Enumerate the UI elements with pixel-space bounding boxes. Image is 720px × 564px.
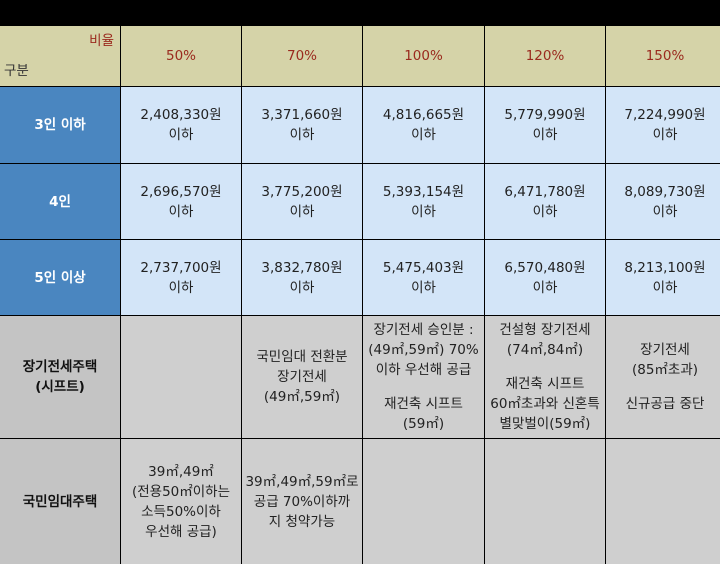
cell-line: 장기전세 [277, 369, 327, 385]
column-header-70: 70% [242, 26, 362, 86]
cell-line: 39㎡,49㎡,59㎡로 [245, 473, 359, 490]
cell-line: 별맞벌이(59㎡) [499, 416, 591, 432]
row-header-public: 국민임대주택 [0, 439, 120, 564]
cell-suffix: 이하 [532, 203, 558, 220]
cell-amount: 6,471,780원 [504, 183, 586, 200]
table-cell-empty [485, 439, 605, 564]
cell-suffix: 이하 [168, 279, 194, 296]
table-cell: 39㎡,49㎡,59㎡로 공급 70%이하까 지 청약가능 [242, 439, 362, 564]
corner-header: 비율 구분 [0, 26, 120, 86]
category-label: 구분 [4, 63, 29, 79]
cell-line: 39㎡,49㎡ [148, 463, 214, 480]
cell-suffix: 이하 [532, 279, 558, 296]
cell-line: 60㎡초과와 신혼특 [490, 396, 600, 412]
ratio-label: 비율 [89, 33, 114, 49]
cell-amount: 5,779,990원 [504, 107, 586, 123]
cell-suffix: 이하 [411, 203, 436, 220]
cell-line: 재건축 시프트 [384, 396, 463, 412]
table-cell-empty [121, 316, 241, 438]
income-table: 비율 구분 50% 70% 100% 120% 150% 3인 이하 2,408… [0, 26, 720, 564]
cell-line: 지 청약가능 [268, 513, 336, 530]
cell-amount: 7,224,990원 [624, 107, 706, 123]
cell-amount: 5,475,403원 [382, 259, 465, 276]
cell-suffix: 이하 [652, 127, 678, 143]
cell-suffix: 이하 [411, 127, 436, 143]
cell-line: 신규공급 중단 [625, 396, 705, 412]
cell-amount: 3,775,200원 [261, 183, 343, 200]
cell-line: (74㎡,84㎡) [506, 342, 584, 358]
cell-line: 장기전세 승인분 : [373, 322, 474, 338]
cell-suffix: 이하 [652, 279, 678, 296]
row-header-line: 장기전세주택 [22, 359, 98, 375]
cell-suffix: 이하 [532, 127, 558, 143]
table-cell-empty [606, 439, 720, 564]
row-header-5: 5인 이상 [0, 240, 120, 315]
cell-suffix: 이하 [289, 279, 315, 296]
cell-line: (49㎡,59㎡) [263, 389, 341, 405]
table-cell: 건설형 장기전세 (74㎡,84㎡) 재건축 시프트 60㎡초과와 신혼특 별맞… [485, 316, 605, 438]
cell-suffix: 이하 [289, 203, 315, 220]
cell-amount: 2,696,570원 [140, 183, 222, 200]
cell-suffix: 이하 [168, 127, 194, 143]
cell-suffix: 이하 [168, 203, 194, 220]
column-header-120: 120% [485, 26, 605, 86]
cell-amount: 2,408,330원 [140, 107, 222, 123]
cell-amount: 8,089,730원 [624, 183, 706, 200]
cell-line: 공급 70%이하까 [253, 493, 351, 510]
table-grid: 비율 구분 50% 70% 100% 120% 150% 3인 이하 2,408… [0, 26, 720, 564]
table-cell: 39㎡,49㎡ (전용50㎡이하는 소득50%이하 우선해 공급) [121, 439, 241, 564]
cell-amount: 6,570,480원 [504, 259, 586, 276]
cell-suffix: 이하 [652, 203, 678, 220]
cell-line: 재건축 시프트 [505, 376, 585, 392]
table-cell-empty [363, 439, 484, 564]
cell-amount: 5,393,154원 [382, 183, 465, 200]
cell-line: 장기전세 [640, 342, 690, 358]
row-header-line: (시프트) [35, 379, 85, 395]
row-header-shift: 장기전세주택 (시프트) [0, 316, 120, 438]
cell-suffix: 이하 [289, 127, 315, 143]
cell-amount: 3,832,780원 [261, 259, 343, 276]
cell-line: (전용50㎡이하는 [131, 483, 231, 500]
table-cell: 장기전세 승인분 : (49㎡,59㎡) 70% 이하 우선해 공급 재건축 시… [363, 316, 484, 438]
cell-line: 이하 우선해 공급 [375, 362, 472, 378]
column-header-100: 100% [363, 26, 484, 86]
cell-suffix: 이하 [411, 279, 436, 296]
table-cell: 국민임대 전환분 장기전세 (49㎡,59㎡) [242, 316, 362, 438]
cell-amount: 4,816,665원 [382, 107, 465, 123]
cell-line: (85㎡초과) [631, 362, 699, 378]
cell-line: 우선해 공급) [145, 523, 217, 540]
cell-amount: 3,371,660원 [261, 107, 343, 123]
column-header-150: 150% [606, 26, 720, 86]
row-header-3: 3인 이하 [0, 87, 120, 163]
column-header-50: 50% [121, 26, 241, 86]
cell-amount: 8,213,100원 [624, 259, 706, 276]
cell-line: 국민임대 전환분 [256, 349, 348, 365]
cell-line: (59㎡) [402, 416, 445, 432]
cell-line: 소득50%이하 [141, 503, 221, 520]
cell-line: (49㎡,59㎡) 70% [368, 342, 479, 358]
cell-amount: 2,737,700원 [140, 259, 222, 276]
table-cell: 장기전세 (85㎡초과) 신규공급 중단 [606, 316, 720, 438]
cell-line: 건설형 장기전세 [499, 322, 591, 338]
row-header-4: 4인 [0, 164, 120, 239]
